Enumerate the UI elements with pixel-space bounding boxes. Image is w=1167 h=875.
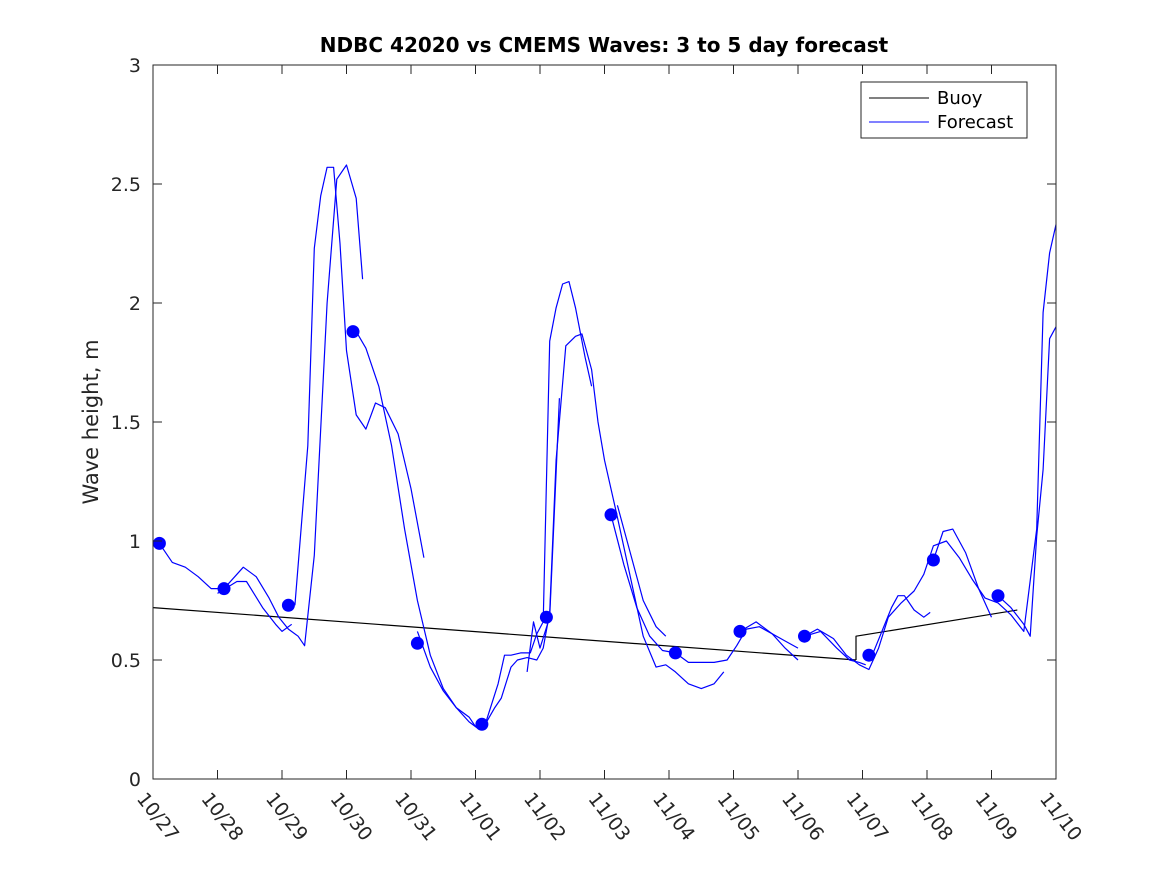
y-tick-label: 2: [129, 293, 141, 315]
forecast-series-line: [739, 621, 799, 661]
forecast-series-line: [158, 164, 364, 647]
x-tick-label: 10/30: [326, 789, 377, 846]
forecast-series-line: [997, 326, 1057, 637]
y-tick-label: 0.5: [111, 650, 141, 672]
x-tick-label: 11/01: [455, 789, 506, 846]
legend: Buoy Forecast: [860, 81, 1028, 139]
y-tick-label: 1: [129, 531, 141, 553]
forecast-series-line: [804, 224, 1057, 671]
y-tick-label: 3: [129, 55, 141, 77]
chart-title: NDBC 42020 vs CMEMS Waves: 3 to 5 day fo…: [320, 33, 889, 57]
forecast-marker: [410, 636, 424, 650]
forecast-series-line: [217, 580, 293, 633]
buoy-series-line: [152, 607, 857, 661]
forecast-series-line: [804, 630, 866, 666]
plot-area: [153, 65, 1056, 779]
x-tick-label: 10/31: [390, 789, 441, 846]
y-tick-label: 1.5: [111, 412, 141, 434]
forecast-series-line: [355, 331, 480, 730]
forecast-marker: [475, 717, 489, 731]
legend-forecast-label: Forecast: [937, 112, 1013, 133]
y-axis-label: Wave height, m: [79, 339, 103, 504]
forecast-marker: [862, 648, 876, 662]
x-tick-label: 11/06: [777, 789, 828, 846]
x-tick-label: 11/09: [971, 789, 1022, 846]
forecast-marker: [346, 325, 360, 339]
forecast-marker: [991, 589, 1005, 603]
buoy-series-line: [855, 609, 1018, 660]
forecast-marker: [281, 598, 295, 612]
forecast-marker: [798, 629, 811, 643]
marker-layer: [152, 325, 1005, 731]
forecast-series-line: [932, 528, 993, 618]
x-tick-label: 11/04: [648, 789, 699, 846]
forecast-series-line: [616, 505, 667, 637]
forecast-series-line: [294, 166, 425, 606]
x-tick-label: 11/07: [842, 789, 893, 846]
forecast-marker: [733, 624, 747, 638]
forecast-marker: [668, 646, 682, 660]
x-tick-label: 11/10: [1035, 789, 1086, 846]
x-tick-label: 10/27: [132, 789, 183, 846]
legend-buoy-label: Buoy: [937, 88, 983, 109]
x-tick-label: 10/28: [197, 789, 248, 846]
x-tick-label: 11/02: [519, 789, 570, 846]
forecast-marker: [539, 610, 553, 624]
forecast-series-line: [526, 398, 560, 672]
forecast-marker: [217, 582, 231, 596]
x-tick-label: 10/29: [261, 789, 312, 846]
forecast-marker: [604, 508, 618, 522]
x-tick-label: 11/03: [584, 789, 635, 846]
y-tick-label: 0: [129, 769, 141, 791]
forecast-marker: [926, 553, 940, 567]
series-layer: [152, 164, 1057, 730]
forecast-series-line: [871, 595, 931, 656]
legend-box: [860, 81, 1028, 139]
forecast-series-line: [610, 514, 799, 664]
x-tick-label: 11/05: [713, 789, 764, 846]
y-tick-label: 2.5: [111, 174, 141, 196]
x-tick-label: 11/08: [906, 789, 957, 846]
forecast-marker: [152, 536, 166, 550]
